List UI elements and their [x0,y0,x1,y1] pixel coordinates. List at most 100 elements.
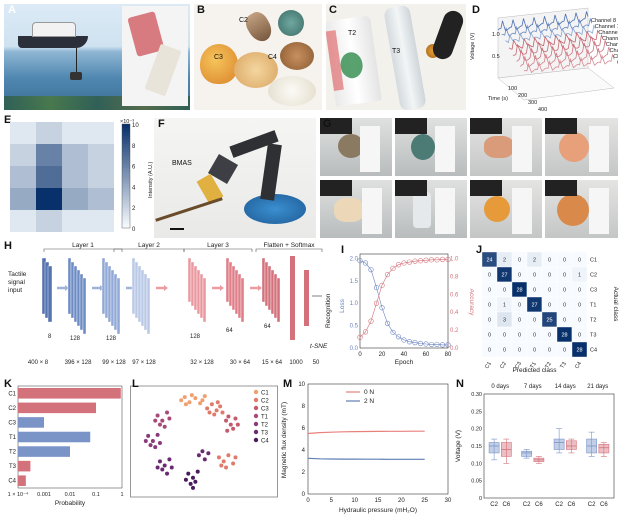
heatmap-cell [10,122,36,144]
tsne-point [155,465,160,470]
input-label: Tactile [8,271,27,278]
cell-value: 0 [518,333,521,339]
y-right-tick: 0.4 [450,310,459,316]
cell-value: 0 [533,333,536,339]
panel-label-c: C [329,4,337,16]
colorbar-segment [122,198,130,201]
panel-h-cnn-diagram: Tactile signal input Layer 1 Layer 2 Layer 3 F… [4,240,338,368]
tsne-point [162,463,167,468]
heatmap-cell [36,144,62,166]
box [488,442,500,454]
y-axis-label: Voltage (V) [470,33,476,60]
accuracy-point [439,256,446,262]
input-label: signal [8,279,26,286]
photo-b-shells [194,4,322,110]
y-axis-label: Magnetic flux density (mT) [281,402,288,478]
tsne-point [225,428,230,433]
confusion-matrix: 24 2 0 2 0 0 0 0 27 0 0 0 0 1 0 0 28 0 0 0 0 0 1 0 27 0 0 0 0 3 0 0 25 0 0… [481,251,619,374]
tsne-point [212,412,217,417]
cell-value: 0 [548,258,551,264]
channel-label: Channel 7 [595,24,618,30]
feature-map [73,265,78,323]
accuracy-point [362,329,369,335]
colorbar-segment [122,226,130,229]
heatmap-cell [10,210,36,232]
group-label: 21 days [587,384,608,390]
panel-label-l: L [132,378,139,390]
tsne-point [167,416,172,421]
tsne-point [195,469,200,474]
cell-value: 0 [578,303,581,309]
tether-line [76,48,77,74]
colorbar-segment [122,152,130,155]
shell-white [268,76,316,106]
heatmap-cell [88,210,114,232]
loss-line [359,260,448,346]
feature-map [140,269,145,327]
legend-swatch [253,437,259,443]
robot-arm-link1 [260,143,282,201]
panel-label-m: M [283,378,293,390]
panel-n-boxplot: C2 C6 C2 C6 C2 C6 C2 C6 0 days 7 days 14 days 21 da… [454,380,618,518]
colorbar-segment [122,144,130,147]
feature-map [137,265,142,323]
feature-map [240,277,245,323]
plot-frame [483,393,615,499]
channel-trace-5 [508,29,600,50]
cell-value: 0 [563,303,566,309]
cell-value: 0 [503,333,506,339]
row-class-label: C3 [590,288,597,294]
channel-label: Channel 5 [602,36,618,42]
dimension-label: 15 × 64 [262,360,283,366]
colorbar-segment [122,132,130,135]
colorbar-segment [122,164,130,167]
cell-value: 0 [548,348,551,354]
cell-value: 0 [533,348,536,354]
col-class-label: C2 [499,361,508,370]
feature-map [146,277,151,335]
tsne-point [182,395,187,400]
tsne-point [200,398,205,403]
tsne-point [162,424,167,429]
channel-label: Channel 8 [591,18,616,24]
legend-label: T2 [261,423,269,429]
inner-dim-label: 64 [264,324,271,330]
feature-map [107,265,112,323]
tsne-label: t-SNE [310,343,328,350]
colorbar-segment [122,154,130,157]
inner-dim-label: 128 [190,334,201,340]
colorbar-tick: 0 [132,227,136,233]
heatmap-cell [10,188,36,210]
feature-map [110,269,115,327]
loss-accuracy-plot: 0 20 40 60 800.00.51.01.52.00.00.20.40.60.81… [339,253,475,366]
probability-bar [18,388,121,399]
y-left-tick: 0.0 [350,346,359,352]
y-tick: 0 [479,496,482,502]
feature-map [79,273,84,331]
colorbar-segment [122,156,130,159]
cell-value: 24 [486,258,492,264]
feature-map [190,261,195,307]
accuracy-point [373,300,380,306]
tsne-point [214,408,219,413]
accuracy-point [390,265,396,271]
x-tick: 20 [379,352,386,358]
bottle-t3 [383,4,427,110]
y-right-label: Accuracy [468,289,474,316]
colorbar-segment [122,128,130,131]
tsne-point [226,414,231,419]
y-tick: 0.10 [471,461,482,467]
colorbar-segment [122,176,130,179]
colorbar-segment [122,200,130,203]
cell-value: 1 [503,303,506,309]
cell-value: 0 [578,258,581,264]
colorbar-segment [122,218,130,221]
channel-trace-3 [516,38,607,62]
cell-value: 0 [548,288,551,294]
channel-label: Channel 2 [613,54,618,60]
channel-trace-6 [505,24,596,44]
feature-map [273,273,278,319]
tsne-point [186,471,191,476]
tsne-point [205,406,210,411]
